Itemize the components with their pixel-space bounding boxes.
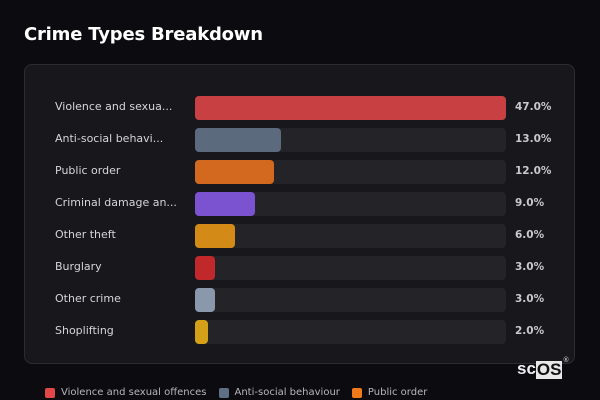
bar-row: Anti-social behavi... 13.0% bbox=[25, 128, 574, 152]
bar-row: Other crime 3.0% bbox=[25, 288, 574, 312]
bar-track bbox=[195, 192, 506, 216]
bar-track bbox=[195, 160, 506, 184]
chart-title: Crime Types Breakdown bbox=[24, 24, 263, 45]
legend-label: Violence and sexual offences bbox=[61, 387, 207, 398]
registered-mark: ® bbox=[563, 357, 569, 364]
bar-value-label: 2.0% bbox=[515, 325, 545, 337]
bar-label: Shoplifting bbox=[55, 324, 114, 337]
bar-label: Anti-social behavi... bbox=[55, 132, 164, 145]
bar-label: Other crime bbox=[55, 292, 121, 305]
bar-track bbox=[195, 288, 506, 312]
bar-value-label: 6.0% bbox=[515, 229, 545, 241]
chart-card: Violence and sexua... 47.0% Anti-social be… bbox=[24, 64, 575, 364]
bar-fill[interactable] bbox=[195, 320, 209, 344]
bar-track bbox=[195, 256, 506, 280]
bar-label: Criminal damage an... bbox=[55, 196, 177, 209]
legend-swatch-icon bbox=[45, 387, 55, 398]
logo-text-os: OS bbox=[535, 360, 563, 379]
bar-fill[interactable] bbox=[195, 256, 215, 280]
bar-fill[interactable] bbox=[195, 160, 275, 184]
bar-value-label: 3.0% bbox=[515, 261, 545, 273]
bar-value-label: 3.0% bbox=[515, 293, 545, 305]
bar-value-label: 13.0% bbox=[515, 133, 552, 145]
bar-track bbox=[195, 96, 506, 120]
legend-item[interactable]: Violence and sexual offences bbox=[45, 387, 207, 398]
bar-value-label: 9.0% bbox=[515, 197, 545, 209]
bar-track bbox=[195, 224, 506, 248]
bar-fill[interactable] bbox=[195, 288, 215, 312]
bar-row: Burglary 3.0% bbox=[25, 256, 574, 280]
bar-fill[interactable] bbox=[195, 96, 506, 120]
bar-fill[interactable] bbox=[195, 128, 282, 152]
legend-swatch-icon bbox=[351, 387, 362, 398]
logo-text-sc: sc bbox=[517, 359, 536, 378]
bar-track bbox=[195, 128, 506, 152]
legend-label: Public order bbox=[367, 387, 428, 398]
bar-row: Other theft 6.0% bbox=[25, 224, 574, 248]
bar-value-label: 47.0% bbox=[515, 101, 552, 113]
bar-row: Public order 12.0% bbox=[25, 160, 574, 184]
chart-legend: Violence and sexual offences Anti-social … bbox=[45, 387, 439, 398]
bar-fill[interactable] bbox=[195, 224, 235, 248]
scos-logo: sc OS ® bbox=[517, 357, 569, 379]
bar-label: Other theft bbox=[55, 228, 116, 241]
bar-row: Violence and sexua... 47.0% bbox=[25, 96, 574, 120]
bar-label: Public order bbox=[55, 164, 121, 177]
bar-row: Shoplifting 2.0% bbox=[25, 320, 574, 344]
bar-value-label: 12.0% bbox=[515, 165, 552, 177]
bar-row: Criminal damage an... 9.0% bbox=[25, 192, 574, 216]
legend-item[interactable]: Anti-social behaviour bbox=[218, 387, 340, 398]
legend-swatch-icon bbox=[218, 387, 229, 398]
legend-label: Anti-social behaviour bbox=[234, 387, 340, 398]
bar-track bbox=[195, 320, 506, 344]
bar-label: Burglary bbox=[55, 260, 102, 273]
bar-label: Violence and sexua... bbox=[55, 100, 173, 113]
bar-fill[interactable] bbox=[195, 192, 255, 216]
legend-item[interactable]: Public order bbox=[351, 387, 428, 398]
